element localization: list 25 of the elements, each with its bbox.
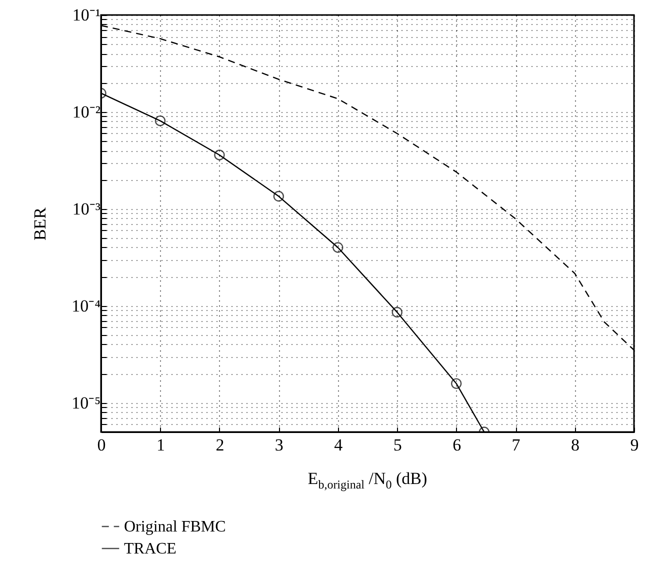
y-tick-label: 10⁻⁴ bbox=[72, 296, 101, 316]
y-tick-label: 10⁻² bbox=[72, 102, 100, 122]
y-tick-label: 10⁻³ bbox=[72, 199, 100, 218]
x-tick-label: 8 bbox=[571, 436, 580, 454]
point bbox=[273, 190, 284, 202]
point bbox=[332, 242, 344, 253]
legend-label: Original FBMC bbox=[124, 518, 226, 536]
x-tick-label: 0 bbox=[97, 436, 106, 454]
point bbox=[450, 378, 462, 389]
x-tick-label: 3 bbox=[274, 436, 284, 454]
x-tick-label: 4 bbox=[334, 436, 344, 454]
legend-label: TRACE bbox=[124, 540, 176, 558]
x-tick-label: 2 bbox=[216, 436, 224, 454]
y-tick-label: 10⁻⁵ bbox=[72, 393, 101, 412]
x-tick-label: 1 bbox=[156, 436, 165, 454]
point bbox=[392, 306, 402, 318]
x-tick-label: 6 bbox=[452, 436, 462, 454]
x-tick-label: 5 bbox=[393, 436, 402, 454]
x-tick-label: 9 bbox=[630, 436, 639, 454]
y-tick-label: 10⁻¹ bbox=[72, 6, 100, 24]
x-axis-title: E$_{b,original}$ /N$_{0}$ (dB) bbox=[306, 468, 428, 494]
point bbox=[214, 150, 225, 160]
y-axis-title: BER bbox=[30, 206, 50, 241]
x-tick-label: 7 bbox=[512, 436, 521, 454]
point bbox=[154, 115, 166, 126]
